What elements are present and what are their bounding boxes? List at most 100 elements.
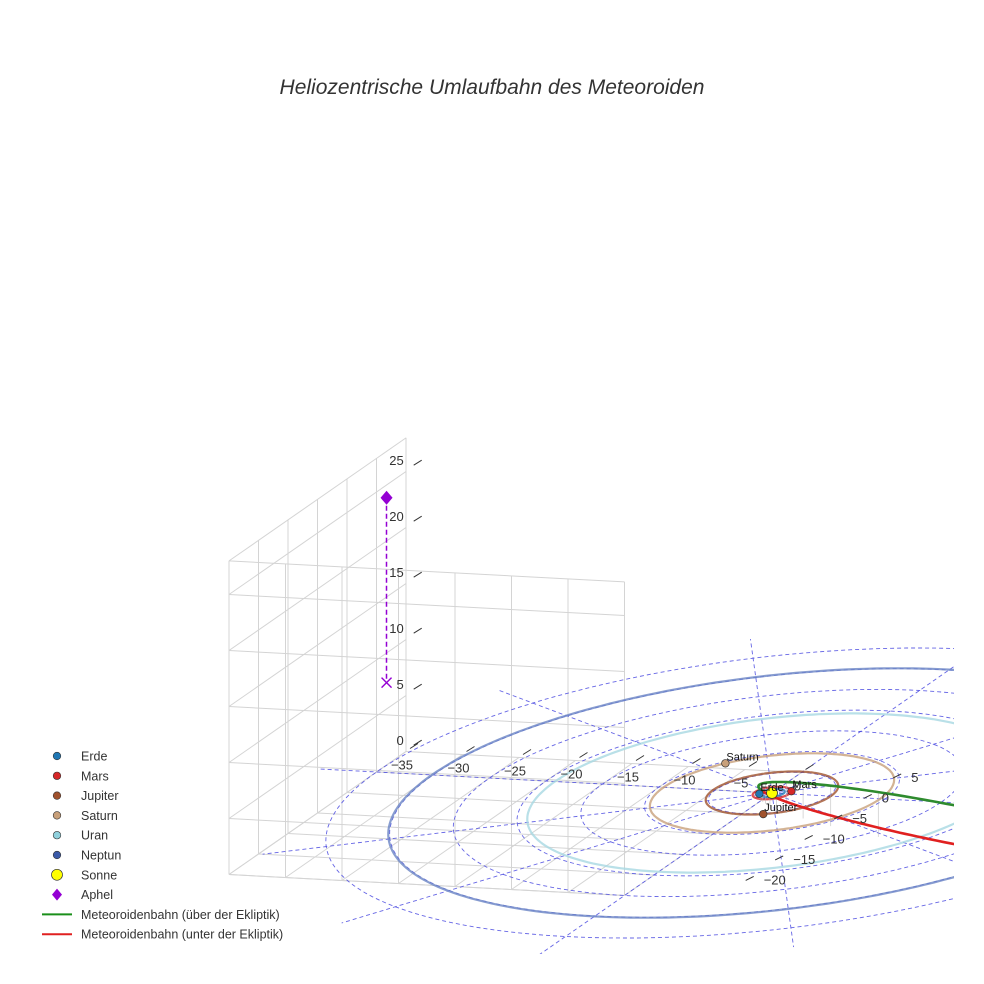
ecliptic-spoke [771,792,795,948]
legend-marker [52,831,62,840]
z-tick-label: 25 [389,453,403,468]
ecliptic-spoke [771,770,954,794]
legend-label: Saturn [81,809,118,823]
ecliptic-spoke [749,638,773,794]
z-tick-mark [413,683,422,690]
legend-label: Meteoroidenbahn (über der Ekliptik) [81,908,280,922]
x-tick-label: −25 [504,764,526,779]
wall-grid-horizontal [228,560,625,583]
sun-marker [766,787,778,799]
planet-label-jupiter: Jupiter [764,802,797,814]
ecliptic-spoke [771,665,954,794]
floor-grid-y [287,833,684,855]
ecliptic-spoke [539,792,773,954]
planet-jupiter [759,809,768,819]
z-tick-mark [413,515,422,522]
chart-title: Heliozentrische Umlaufbahn des Meteoroid… [280,76,705,99]
legend-marker [52,888,62,901]
legend-label: Neptun [81,849,121,863]
aphel-marker [380,490,393,505]
aphel-projection-marker [381,677,393,689]
orbit-jupiter [704,770,840,816]
ecliptic-spoke [319,768,773,794]
wall-grid-horizontal [228,650,625,672]
wall-grid-horizontal [228,818,625,840]
legend-marker [52,850,62,860]
legend-label: Sonne [81,868,117,882]
legend-label: Jupiter [81,789,119,803]
legend-marker [52,811,62,820]
x-tick-label: −20 [560,767,582,782]
ecliptic-spoke [341,792,773,924]
floor-grid-y [317,812,714,835]
x-tick-mark [692,758,701,764]
planet-label-erde: Erde [760,782,783,794]
wall-grid-horizontal [228,527,407,651]
planet-label-mars: Mars [792,779,817,791]
legend-label: Mars [81,769,109,783]
y-tick-mark [833,814,843,820]
z-tick-label: 20 [389,509,403,524]
wall-grid-horizontal [228,695,407,819]
y-tick-label: 0 [882,790,889,805]
legend-label: Uran [81,829,108,843]
planet-label-saturn: Saturn [726,751,758,763]
y-tick-label: −20 [764,872,786,887]
z-tick-label: 5 [396,677,403,692]
y-tick-mark [774,855,784,861]
legend-marker [51,868,63,881]
legend-label: Aphel [81,888,113,902]
planet-erde [755,789,764,798]
wall-grid-horizontal [228,594,625,616]
ecliptic-spoke [771,737,954,794]
x-tick-label: −35 [391,758,413,773]
y-tick-mark [804,834,813,840]
floor-grid-y [405,751,802,773]
z-tick-mark [413,459,422,466]
x-tick-mark [635,755,645,761]
orbit-mars [751,785,793,801]
y-tick-label: 5 [911,770,918,785]
x-tick-mark [409,743,419,749]
x-tick-mark [522,749,532,755]
x-tick-mark [466,746,475,752]
ecliptic-spoke [262,792,773,855]
y-tick-mark [745,875,754,881]
y-tick-label: −15 [793,852,815,867]
z-tick-mark [413,739,422,746]
x-tick-mark [579,752,588,758]
x-tick-mark [748,761,758,767]
ecliptic-ring [452,688,954,898]
z-tick-mark [413,571,422,578]
planet-saturn [721,759,730,768]
orbit-saturn [648,752,896,834]
floor-grid-y [346,792,743,814]
wall-grid-horizontal [228,639,407,763]
legend-label: Meteoroidenbahn (unter der Ekliptik) [81,928,283,942]
x-tick-label: −5 [734,776,749,791]
ecliptic-grid [262,638,954,954]
z-tick-label: 15 [389,565,403,580]
legend-marker [52,751,62,761]
ecliptic-ring [389,668,954,918]
wall-grid-horizontal [228,706,625,728]
x-tick-mark [805,764,814,770]
wall-grid-horizontal [228,874,625,896]
legend-marker [52,771,62,780]
y-tick-mark [863,793,872,799]
x-tick-label: −30 [447,761,469,776]
planet-markers: Erde Mars Jupiter Saturn [721,751,817,819]
x-tick-label: −15 [617,770,639,785]
planet-mars [787,787,796,796]
wall-grid-horizontal [228,751,407,875]
legend-marker [52,791,62,800]
legend-label: Erde [81,750,107,764]
planet-orbits [387,667,954,919]
orbit-above-ecliptic [757,780,954,807]
wall-grid-horizontal [228,583,407,707]
axis-ticks: −35 −30 −25 −20 −15 −10 −5 0 −20 −15 −10 −5 0 5 0 5 10 15… [389,453,918,887]
z-tick-mark [413,627,422,634]
ecliptic-ring [516,709,954,877]
orbit-uran [526,712,954,874]
x-tick-label: 0 [794,779,801,794]
